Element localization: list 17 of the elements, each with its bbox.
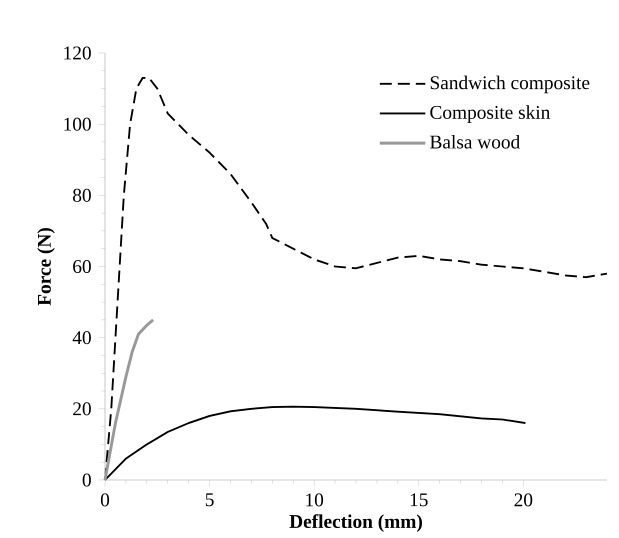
x-tick-label: 15 <box>410 493 428 506</box>
x-tick-label: 0 <box>100 493 110 506</box>
y-tick-label: 20 <box>73 402 91 416</box>
legend-label: Composite skin <box>430 105 550 123</box>
y-tick-label: 100 <box>64 117 91 130</box>
y-tick-label: 0 <box>82 473 91 486</box>
y-tick-label: 120 <box>64 46 91 60</box>
legend-label: Sandwich composite <box>430 75 590 93</box>
y-tick-label: 60 <box>73 260 91 273</box>
legend-label: Balsa wood <box>430 134 520 148</box>
x-tick-label: 20 <box>514 493 532 506</box>
y-axis-title: Force (N) <box>37 228 55 306</box>
y-tick-label: 40 <box>72 330 91 344</box>
x-axis-title: Deflection (mm) <box>290 514 422 532</box>
x-tick-label: 5 <box>206 493 214 506</box>
x-tick-label: 10 <box>306 493 324 506</box>
y-tick-label: 80 <box>73 188 91 202</box>
